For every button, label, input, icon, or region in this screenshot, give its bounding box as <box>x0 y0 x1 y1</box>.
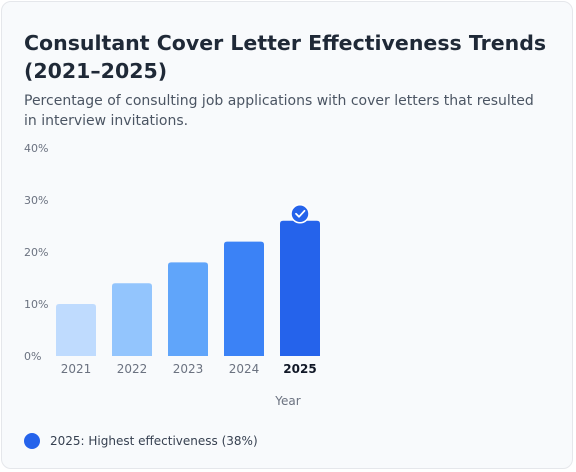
bar-2021[interactable] <box>56 304 96 356</box>
y-tick-label: 20% <box>24 246 48 259</box>
x-tick-label: 2024 <box>229 362 260 376</box>
x-tick-label: 2023 <box>173 362 204 376</box>
bar-2024[interactable] <box>224 241 264 356</box>
bar-2022[interactable] <box>112 283 152 356</box>
y-tick-label: 0% <box>24 350 41 363</box>
chart-subtitle: Percentage of consulting job application… <box>24 93 534 129</box>
legend-swatch <box>24 433 40 449</box>
x-tick-label: 2022 <box>117 362 148 376</box>
check-icon <box>290 204 310 224</box>
x-tick-label: 2025 <box>283 362 316 376</box>
x-tick-label: 2021 <box>61 362 92 376</box>
chart-title: Consultant Cover Letter Effectiveness Tr… <box>24 31 547 83</box>
legend-label: 2025: Highest effectiveness (38%) <box>50 434 258 448</box>
y-tick-label: 40% <box>24 142 48 155</box>
y-tick-label: 30% <box>24 194 48 207</box>
y-tick-label: 10% <box>24 298 48 311</box>
bar-2025[interactable] <box>280 220 320 356</box>
bar-2023[interactable] <box>168 262 208 356</box>
x-axis-title: Year <box>274 394 300 408</box>
legend: 2025: Highest effectiveness (38%) <box>24 432 258 450</box>
